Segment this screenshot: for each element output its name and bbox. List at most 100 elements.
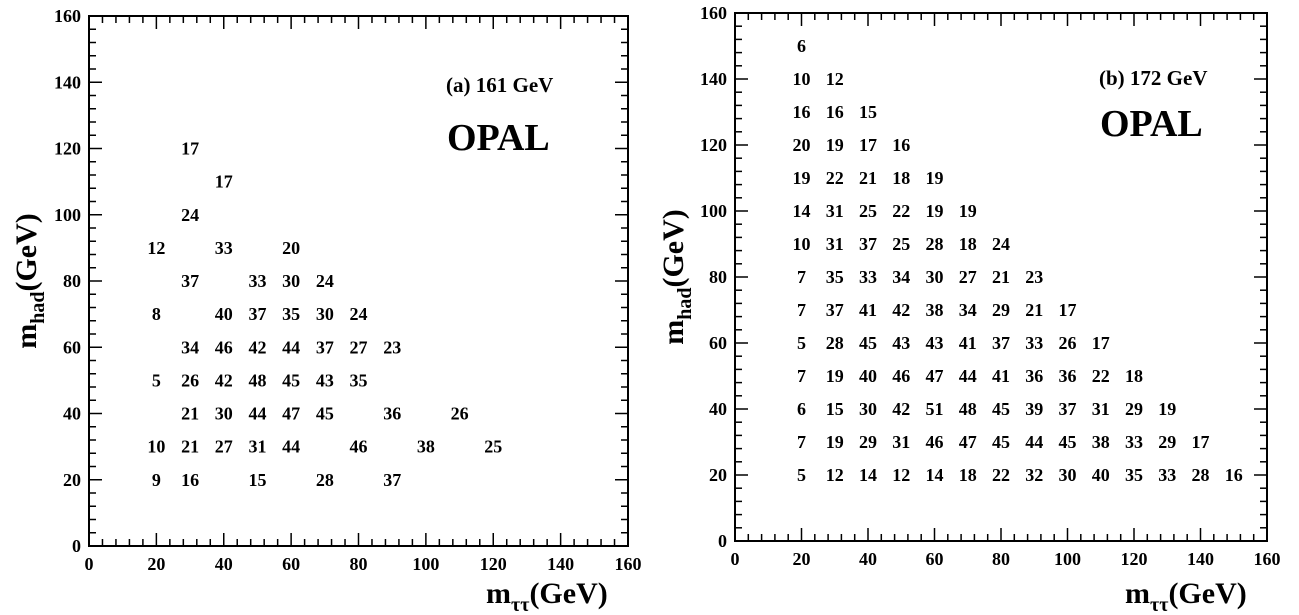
x-tick-label: 120 <box>1121 549 1148 569</box>
cell-value: 10 <box>793 69 811 89</box>
cell-value: 48 <box>959 399 977 419</box>
x-tick-label: 80 <box>992 549 1010 569</box>
y-tick-label: 120 <box>700 135 727 155</box>
cell-value: 38 <box>1092 432 1110 452</box>
cell-value: 28 <box>316 470 334 490</box>
cell-value: 15 <box>826 399 844 419</box>
cell-value: 21 <box>181 404 199 424</box>
cell-value: 18 <box>892 168 910 188</box>
cell-value: 44 <box>282 437 300 457</box>
cell-value: 37 <box>859 234 877 254</box>
cell-value: 51 <box>926 399 944 419</box>
cell-value: 39 <box>1025 399 1043 419</box>
cell-value: 31 <box>826 201 844 221</box>
x-tick-label: 100 <box>412 554 439 574</box>
y-tick-label: 160 <box>700 3 727 23</box>
cell-value: 30 <box>215 404 233 424</box>
cell-value: 26 <box>451 404 469 424</box>
cell-value: 34 <box>181 337 199 357</box>
cell-value: 22 <box>992 465 1010 485</box>
cell-value: 12 <box>826 69 844 89</box>
x-tick-label: 80 <box>350 554 368 574</box>
cell-value: 5 <box>152 370 161 390</box>
cell-value: 17 <box>859 135 877 155</box>
cell-value: 35 <box>350 370 368 390</box>
y-axis-title: mhad(GeV) <box>10 213 49 349</box>
cell-value: 44 <box>959 366 977 386</box>
cell-value: 35 <box>826 267 844 287</box>
cell-value: 29 <box>859 432 877 452</box>
panel-label: (b) 172 GeV <box>1099 66 1208 90</box>
cell-value: 33 <box>1125 432 1143 452</box>
y-tick-label: 100 <box>54 205 81 225</box>
y-axis-title: mhad(GeV) <box>657 209 696 345</box>
experiment-label: OPAL <box>1100 103 1203 145</box>
cell-value: 36 <box>1059 366 1077 386</box>
cell-value: 10 <box>793 234 811 254</box>
cell-value: 18 <box>959 234 977 254</box>
cell-value: 46 <box>926 432 944 452</box>
cell-value: 23 <box>383 337 401 357</box>
cell-value: 45 <box>282 370 300 390</box>
cell-value: 48 <box>248 370 266 390</box>
cell-value: 45 <box>316 404 334 424</box>
y-tick-label: 140 <box>700 69 727 89</box>
cell-value: 16 <box>793 102 811 122</box>
cell-value: 47 <box>282 404 300 424</box>
cell-value: 18 <box>959 465 977 485</box>
cell-value: 17 <box>215 172 233 192</box>
cell-value: 20 <box>282 238 300 258</box>
cell-value: 19 <box>826 432 844 452</box>
y-tick-label: 100 <box>700 201 727 221</box>
cell-value: 7 <box>797 300 806 320</box>
cell-value: 42 <box>215 370 233 390</box>
cell-value: 37 <box>826 300 844 320</box>
cell-value: 33 <box>215 238 233 258</box>
cell-value: 29 <box>1125 399 1143 419</box>
cell-value: 33 <box>1025 333 1043 353</box>
cell-value: 16 <box>892 135 910 155</box>
cell-value: 27 <box>350 337 368 357</box>
cell-value: 24 <box>316 271 334 291</box>
cell-value: 26 <box>181 370 199 390</box>
cell-value: 29 <box>1158 432 1176 452</box>
cell-value: 37 <box>181 271 199 291</box>
cell-value: 25 <box>484 437 502 457</box>
cell-value: 6 <box>797 399 806 419</box>
cell-value: 37 <box>383 470 401 490</box>
cell-value: 43 <box>316 370 334 390</box>
cell-value: 42 <box>248 337 266 357</box>
cell-value: 36 <box>1025 366 1043 386</box>
y-tick-label: 40 <box>63 404 81 424</box>
x-axis-title: mττ(GeV) <box>486 577 608 615</box>
cell-value: 17 <box>1059 300 1077 320</box>
cell-value: 41 <box>859 300 877 320</box>
x-axis-title: mττ(GeV) <box>1125 577 1247 615</box>
cell-value: 31 <box>826 234 844 254</box>
cell-value: 16 <box>1225 465 1243 485</box>
cell-value: 46 <box>215 337 233 357</box>
cell-value: 23 <box>1025 267 1043 287</box>
cell-value: 40 <box>215 304 233 324</box>
y-tick-label: 80 <box>63 271 81 291</box>
x-tick-label: 140 <box>547 554 574 574</box>
cell-value: 37 <box>316 337 334 357</box>
cell-value: 35 <box>1125 465 1143 485</box>
cell-value: 46 <box>892 366 910 386</box>
cell-value: 27 <box>215 437 233 457</box>
cell-value: 20 <box>793 135 811 155</box>
cell-value: 14 <box>926 465 944 485</box>
cell-value: 31 <box>1092 399 1110 419</box>
cell-value: 25 <box>892 234 910 254</box>
cell-value: 19 <box>926 168 944 188</box>
cell-value: 28 <box>826 333 844 353</box>
cell-value: 14 <box>793 201 811 221</box>
y-tick-label: 40 <box>709 399 727 419</box>
cell-value: 9 <box>152 470 161 490</box>
cell-value: 19 <box>826 366 844 386</box>
cell-value: 30 <box>859 399 877 419</box>
cell-value: 43 <box>892 333 910 353</box>
x-tick-label: 160 <box>1254 549 1281 569</box>
cell-value: 38 <box>417 437 435 457</box>
cell-value: 40 <box>1092 465 1110 485</box>
